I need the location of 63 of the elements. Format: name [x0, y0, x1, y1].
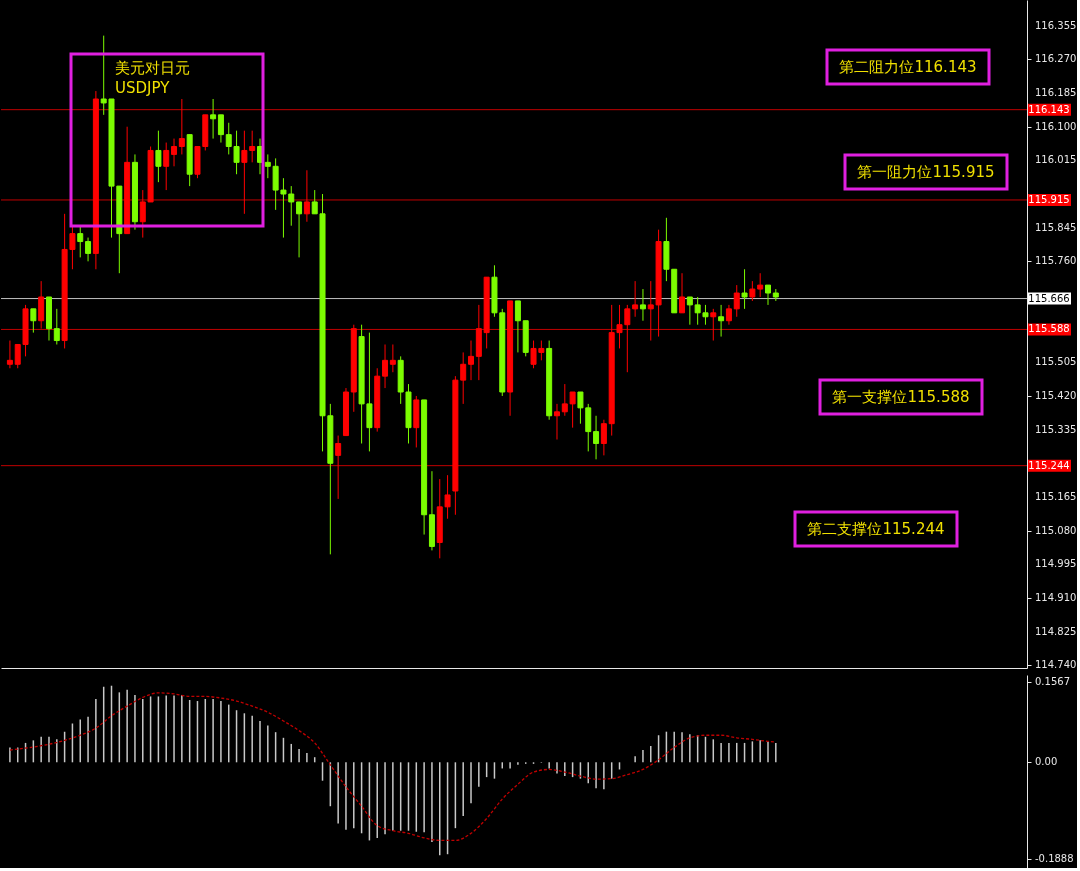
- ref-line-label: 115.588: [1028, 323, 1070, 335]
- candlestick: [30, 308, 37, 334]
- candlestick: [389, 343, 396, 373]
- ref-line-label: 116.143: [1028, 103, 1070, 115]
- candlestick: [85, 237, 92, 262]
- y-tick-label: 115.760: [1035, 255, 1077, 267]
- candlestick: [77, 225, 84, 258]
- y-tick-label: 0.00: [1035, 756, 1058, 768]
- annotation: 第二支撑位115.244: [807, 520, 945, 538]
- y-tick-label: 116.270: [1035, 53, 1077, 65]
- candlestick: [210, 98, 217, 140]
- candlestick: [733, 284, 740, 318]
- candlestick: [718, 304, 725, 338]
- candlestick: [639, 288, 646, 322]
- y-tick-label: -0.1888: [1035, 852, 1074, 864]
- line-series: [9, 692, 777, 842]
- candlestick: [632, 280, 639, 318]
- y-tick-label: 114.825: [1035, 625, 1077, 637]
- candlestick: [514, 300, 521, 353]
- candlestick: [171, 138, 178, 167]
- candlestick: [6, 340, 13, 369]
- ref-line-label: 115.244: [1028, 459, 1070, 471]
- y-tick-label: 116.100: [1035, 120, 1077, 132]
- candlestick: [335, 435, 342, 500]
- candlestick: [600, 419, 607, 456]
- y-tick-label: 115.845: [1035, 221, 1077, 233]
- candlestick: [178, 98, 185, 155]
- candlestick: [38, 280, 45, 330]
- candlestick: [468, 340, 475, 381]
- candlestick: [686, 296, 693, 326]
- annotation: 第一支撑位115.588: [832, 388, 970, 406]
- candlestick: [593, 415, 600, 460]
- candlestick: [725, 304, 732, 326]
- candlestick: [53, 308, 60, 345]
- ref-line-label: 115.915: [1028, 193, 1070, 205]
- annotation: 第二阻力位116.143: [839, 58, 977, 76]
- y-tick-label: 115.420: [1035, 389, 1077, 401]
- ref-line-label: 115.666: [1028, 292, 1070, 304]
- y-tick-label: 115.335: [1035, 423, 1077, 435]
- candlestick: [679, 272, 686, 314]
- y-tick-label: 114.995: [1035, 558, 1077, 570]
- y-tick-label: 114.740: [1035, 659, 1077, 671]
- candlestick: [296, 201, 303, 258]
- candlestick: [217, 114, 224, 144]
- y-tick-label: 116.185: [1035, 87, 1077, 99]
- y-tick-label: 114.910: [1035, 591, 1077, 603]
- y-tick-label: 0.1567: [1035, 676, 1070, 688]
- y-tick-label: 116.355: [1035, 19, 1077, 31]
- y-tick-label: 115.505: [1035, 356, 1077, 368]
- candlestick: [710, 308, 717, 342]
- candlestick: [741, 268, 748, 310]
- annotation: 第一阻力位115.915: [857, 163, 995, 181]
- y-tick-label: 115.080: [1035, 524, 1077, 536]
- candlestick: [155, 130, 162, 183]
- candlestick: [303, 169, 310, 223]
- candlestick: [382, 343, 389, 389]
- y-tick-label: 115.165: [1035, 490, 1077, 502]
- candlestick: [163, 142, 170, 191]
- candlestick: [765, 284, 771, 306]
- y-tick-label: 116.015: [1035, 154, 1077, 166]
- annotation: USDJPY: [115, 79, 171, 97]
- candlestick: [553, 403, 560, 441]
- annotation: 美元对日元: [115, 59, 190, 77]
